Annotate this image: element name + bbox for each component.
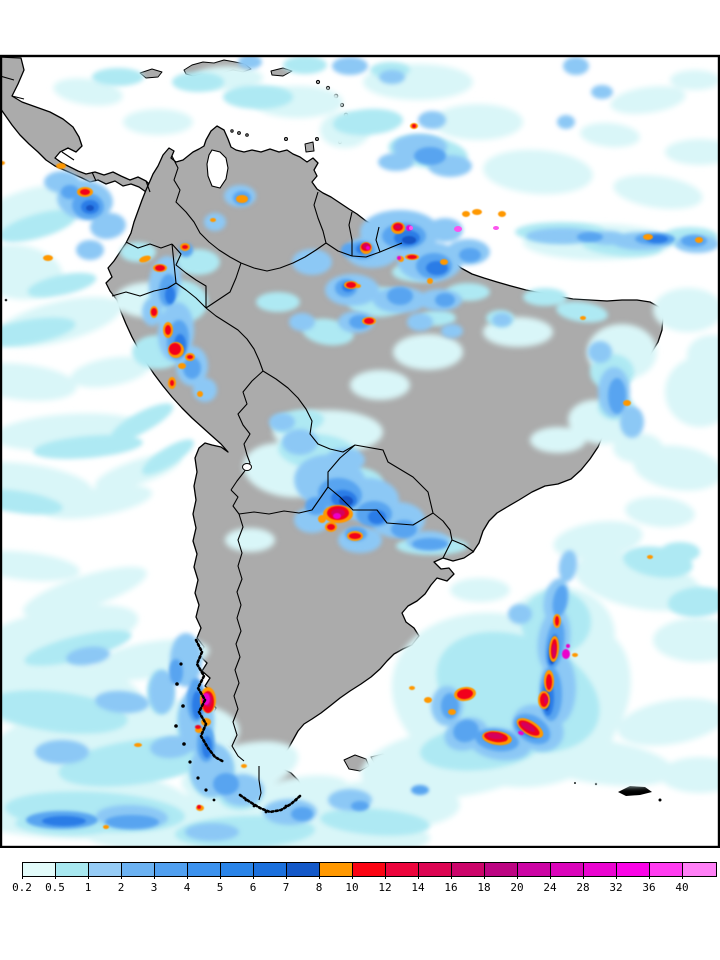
legend-tick-label: 0.5 (45, 881, 65, 894)
legend-tickmark (121, 875, 122, 879)
legend-tickmark (22, 875, 23, 879)
legend-segment (452, 863, 485, 876)
lakes (206, 149, 252, 471)
legend-segment (56, 863, 89, 876)
legend-tickmark (187, 875, 188, 879)
legend-segment (23, 863, 56, 876)
colorbar-legend: 0.2 0.5 1 2 3 4 5 6 7 8 10 12 14 16 18 20 24 28 32 36 40 (0, 848, 720, 960)
legend-tick-label: 28 (576, 881, 590, 894)
legend-segment (419, 863, 452, 876)
legend-tickmark (253, 875, 254, 879)
legend-segment (683, 863, 716, 876)
legend-segment (386, 863, 419, 876)
legend-tick-label: 24 (543, 881, 557, 894)
colorbar (22, 862, 717, 877)
legend-tick-label: 8 (315, 881, 323, 894)
legend-tickmark (517, 875, 518, 879)
legend-tick-label: 5 (216, 881, 224, 894)
lake-maracaibo (206, 149, 229, 189)
legend-tickmark (286, 875, 287, 879)
legend-tickmark (88, 875, 89, 879)
legend-segment (485, 863, 518, 876)
lake-titicaca (242, 463, 252, 471)
landmass-central-america (2, 56, 152, 193)
legend-segment (221, 863, 254, 876)
legend-tick-label: 0.2 (12, 881, 32, 894)
legend-tick-label: 12 (378, 881, 392, 894)
legend-tickmark (649, 875, 650, 879)
legend-segment (89, 863, 122, 876)
legend-tick-label: 1 (84, 881, 92, 894)
legend-tick-label: 6 (249, 881, 257, 894)
legend-tickmark (220, 875, 221, 879)
legend-tickmark (319, 875, 320, 879)
legend-tick-label: 7 (282, 881, 290, 894)
legend-tickmark (451, 875, 452, 879)
precip-pink (409, 226, 499, 232)
legend-tickmark (682, 875, 683, 879)
legend-tick-label: 32 (609, 881, 623, 894)
legend-segment (650, 863, 683, 876)
legend-tick-label: 40 (675, 881, 689, 894)
legend-segment (353, 863, 386, 876)
legend-tickmark (484, 875, 485, 879)
legend-tickmark (154, 875, 155, 879)
legend-segment (551, 863, 584, 876)
legend-tickmark (352, 875, 353, 879)
legend-segment (320, 863, 353, 876)
legend-segment (584, 863, 617, 876)
legend-tick-label: 14 (411, 881, 425, 894)
legend-tickmark (418, 875, 419, 879)
precipitation-overlay (2, 56, 719, 847)
legend-tick-label: 2 (117, 881, 125, 894)
legend-tickmark (385, 875, 386, 879)
fjord-coast-speckle (174, 638, 302, 814)
legend-tick-label: 4 (183, 881, 191, 894)
island-trinidad (304, 141, 315, 153)
legend-tick-label: 10 (345, 881, 359, 894)
legend-tickmark (55, 875, 56, 879)
legend-segment (518, 863, 551, 876)
legend-tickmark (616, 875, 617, 879)
legend-segment (122, 863, 155, 876)
landmass-south-america (105, 125, 664, 764)
legend-tick-label: 36 (642, 881, 656, 894)
legend-tick-label: 20 (510, 881, 524, 894)
legend-segment (287, 863, 320, 876)
legend-tickmark (550, 875, 551, 879)
legend-segment (155, 863, 188, 876)
legend-segment (617, 863, 650, 876)
legend-tickmark (583, 875, 584, 879)
legend-segment (188, 863, 221, 876)
legend-segment (254, 863, 287, 876)
island-jamaica (139, 68, 163, 79)
island-south-georgia (574, 782, 662, 802)
legend-tick-label: 3 (150, 881, 158, 894)
map-canvas (0, 54, 720, 849)
legend-tick-label: 18 (477, 881, 491, 894)
map-frame (0, 54, 720, 849)
legend-tick-label: 16 (444, 881, 458, 894)
country-borders (2, 75, 475, 801)
